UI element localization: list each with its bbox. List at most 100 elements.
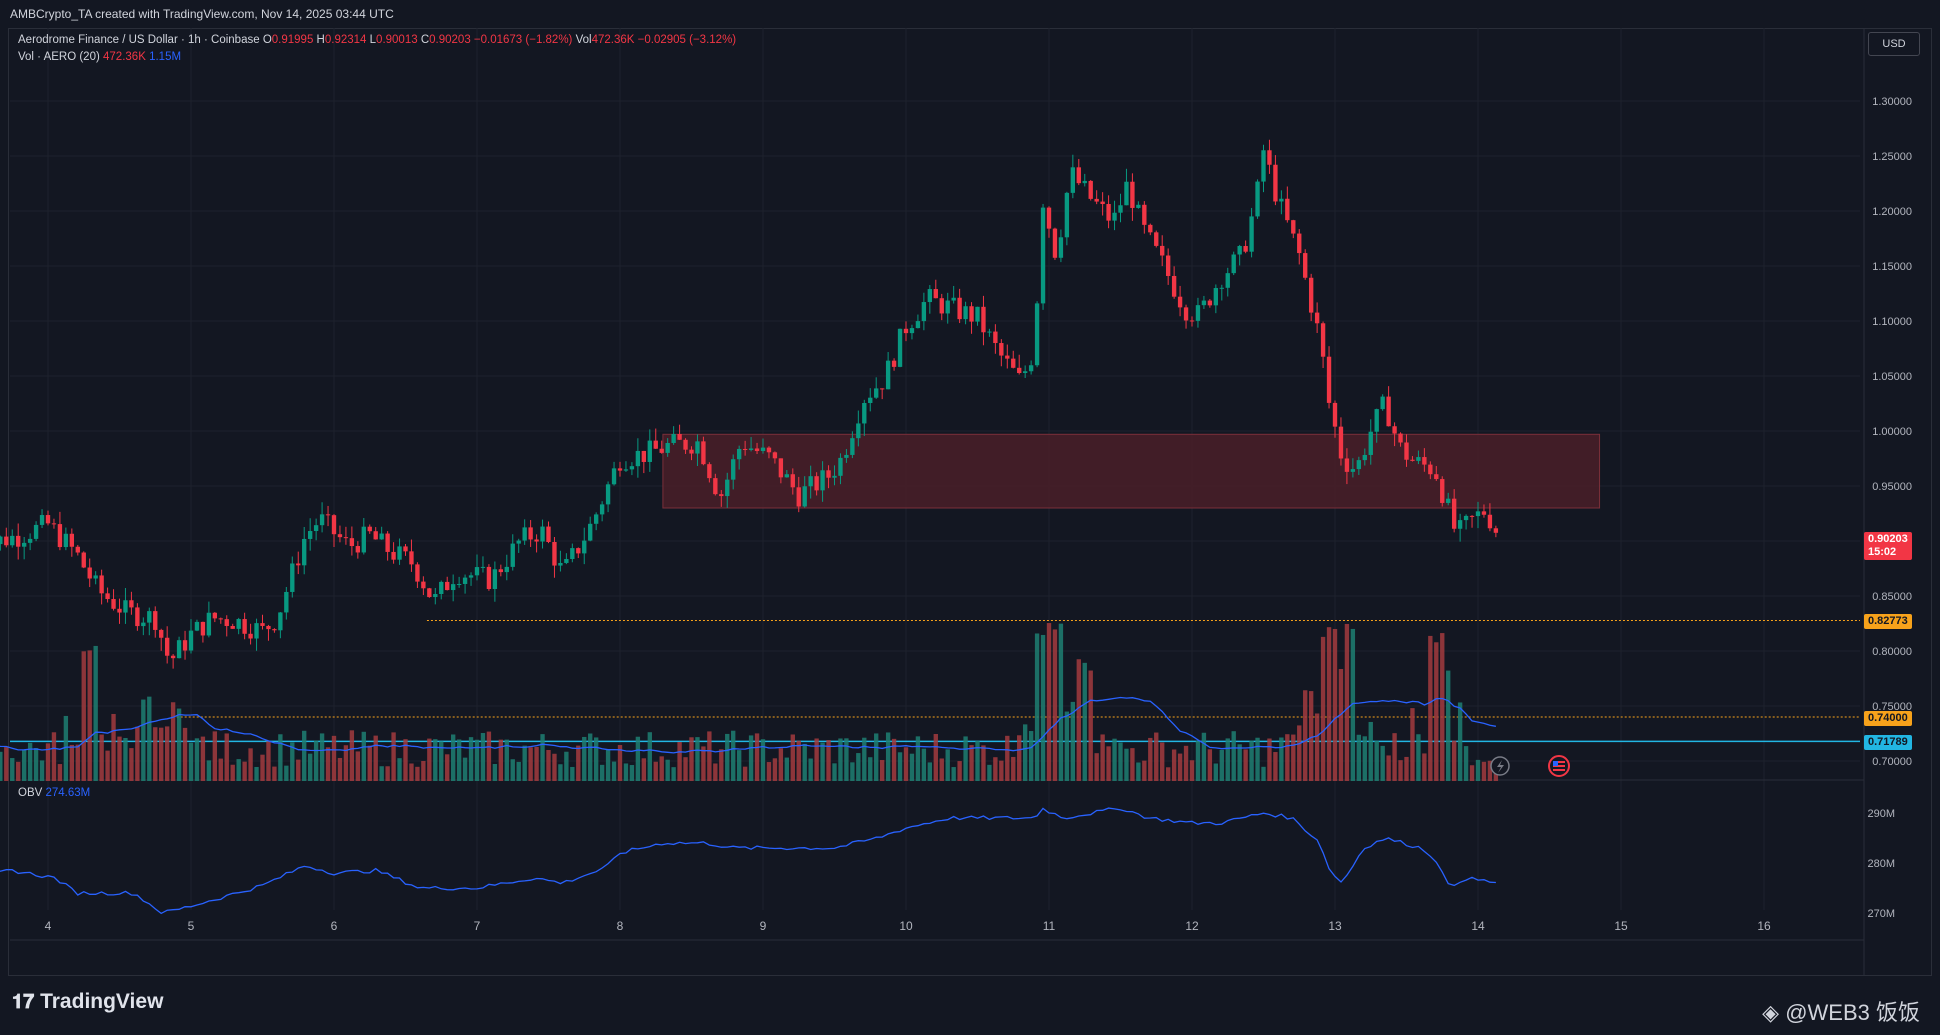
candle-body xyxy=(1195,305,1201,321)
time-tick-label: 14 xyxy=(1471,919,1485,933)
candle-body xyxy=(1440,479,1445,503)
candle-body xyxy=(319,514,325,526)
volume-bar xyxy=(784,757,790,781)
candle-body xyxy=(1428,464,1433,475)
volume-bar xyxy=(1017,735,1022,781)
candle-body xyxy=(361,526,366,553)
price-tick-label: 1.05000 xyxy=(1872,371,1912,383)
candle-body xyxy=(1112,212,1117,221)
candle-body xyxy=(879,388,885,390)
volume-bar xyxy=(302,730,307,781)
obv-tick-label: 290M xyxy=(1867,808,1895,820)
volume-bar xyxy=(141,699,146,781)
volume-bar xyxy=(1338,669,1344,781)
price-tick-label: 1.15000 xyxy=(1872,261,1912,273)
candle-body xyxy=(903,328,909,334)
volume-bar xyxy=(570,766,575,781)
volume-bar xyxy=(296,759,301,781)
candle-body xyxy=(1368,431,1373,455)
volume-bar xyxy=(599,764,605,781)
candle-body xyxy=(194,621,200,631)
high-value: 0.92314 xyxy=(324,34,367,46)
candle-body xyxy=(522,527,527,541)
volume-bar xyxy=(1440,633,1445,781)
volume-bar xyxy=(1106,746,1111,781)
volume-bar xyxy=(337,757,343,781)
volume-bar xyxy=(1005,735,1010,781)
candle-body xyxy=(1231,254,1236,274)
candle-body xyxy=(814,476,819,491)
candle-body xyxy=(754,448,760,452)
volume-bar xyxy=(391,732,396,781)
volume-bar xyxy=(224,733,229,781)
volume-bar xyxy=(981,745,986,781)
symbol-name: Aerodrome Finance / US Dollar · 1h · Coi… xyxy=(18,34,260,46)
volume-bar xyxy=(1451,740,1457,781)
us-flag-icon[interactable] xyxy=(1548,755,1570,777)
candle-body xyxy=(170,655,176,659)
candle-body xyxy=(868,397,873,403)
volume-bar xyxy=(194,738,200,781)
candle-body xyxy=(552,542,557,566)
candle-body xyxy=(564,559,569,563)
volume-bar xyxy=(242,761,247,781)
candle-body xyxy=(1398,433,1403,443)
candle-body xyxy=(313,525,319,532)
candle-body xyxy=(576,548,581,554)
candle-body xyxy=(1034,303,1040,366)
volume-bar xyxy=(659,756,664,781)
level-badge-0.74000: 0.74000 xyxy=(1864,711,1912,726)
candle-body xyxy=(260,623,265,626)
obv-tick-label: 270M xyxy=(1867,908,1895,920)
volume-bar xyxy=(760,739,766,781)
candle-body xyxy=(349,538,355,547)
candle-body xyxy=(1052,228,1058,258)
candle-body xyxy=(272,629,277,631)
candle-body xyxy=(1017,367,1022,374)
volume-bar xyxy=(415,766,420,781)
candle-body xyxy=(1422,457,1427,465)
tradingview-logo[interactable]: 𝟏𝟕 TradingView xyxy=(12,990,163,1014)
volume-bar xyxy=(802,743,807,781)
lightning-icon[interactable] xyxy=(1490,756,1510,776)
candle-body xyxy=(1028,365,1034,372)
volume-bar xyxy=(689,737,694,781)
candle-body xyxy=(760,447,766,452)
candle-body xyxy=(671,434,676,443)
candle-body xyxy=(1076,167,1081,184)
candle-body xyxy=(1320,323,1326,357)
volume-bar xyxy=(677,742,682,781)
candle-body xyxy=(1279,198,1284,202)
candle-body xyxy=(4,536,9,546)
candle-body xyxy=(629,466,635,470)
candle-body xyxy=(129,600,134,608)
candle-body xyxy=(593,514,599,524)
candle-body xyxy=(1011,358,1016,368)
candle-body xyxy=(93,575,98,579)
volume-bar xyxy=(45,743,51,781)
volume-bar xyxy=(1368,721,1373,781)
time-tick-label: 9 xyxy=(760,919,767,933)
volume-bar xyxy=(218,758,223,781)
volume-bar xyxy=(51,732,57,781)
price-tick-label: 1.20000 xyxy=(1872,206,1912,218)
candle-body xyxy=(176,640,182,659)
volume-bar xyxy=(1446,670,1451,781)
volume-bar xyxy=(81,651,86,781)
volume-bar xyxy=(1243,749,1248,781)
volume-bar xyxy=(1457,702,1463,781)
candle-body xyxy=(599,504,605,515)
volume-bar xyxy=(93,645,98,781)
candle-body xyxy=(981,306,986,333)
volume-bar xyxy=(564,751,569,781)
volume-bar xyxy=(87,650,92,781)
candle-body xyxy=(1380,396,1385,410)
volume-bar xyxy=(427,738,432,781)
chart-caption: AMBCrypto_TA created with TradingView.co… xyxy=(0,0,1940,28)
volume-bar xyxy=(1112,738,1117,781)
volume-bar xyxy=(1398,760,1403,781)
volume-bar xyxy=(439,741,444,781)
currency-button[interactable]: USD xyxy=(1868,32,1920,56)
volume-bar xyxy=(582,736,587,781)
